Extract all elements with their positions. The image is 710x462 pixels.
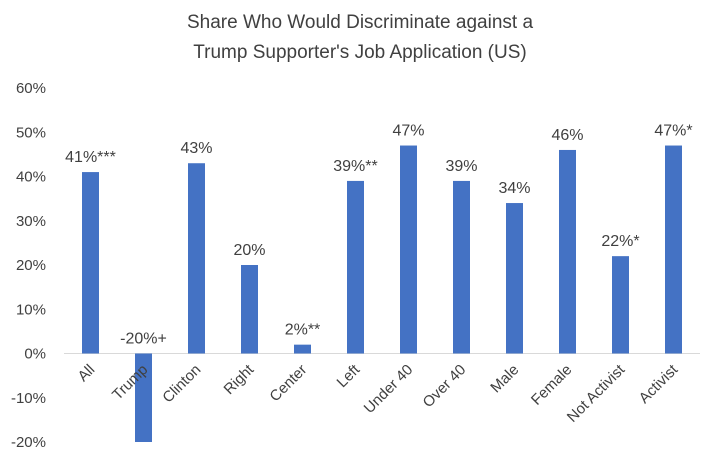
- data-label: 22%*: [601, 233, 639, 250]
- bar: [241, 265, 258, 354]
- bar: [506, 203, 523, 354]
- data-labels: 41%*** -20%+ 43% 20% 2%** 39%** 47% 39% 34% 46% 22…: [65, 123, 692, 348]
- category-label: Not Activist: [564, 361, 629, 426]
- bar: [82, 172, 99, 354]
- bar: [559, 149, 576, 354]
- data-label: 47%: [392, 123, 424, 140]
- y-tick-label: -10%: [11, 390, 46, 407]
- bar: [135, 353, 152, 442]
- data-label: 34%: [498, 180, 530, 197]
- data-label: 46%: [551, 127, 583, 144]
- data-label: 20%: [233, 242, 265, 259]
- category-label: Male: [487, 361, 522, 396]
- y-tick-label: 30%: [16, 213, 46, 230]
- data-label: -20%+: [120, 331, 167, 348]
- y-axis: 60% 50% 40% 30% 20% 10% 0% -10% -20%: [11, 80, 46, 451]
- y-tick-label: 50%: [16, 124, 46, 141]
- data-label: 2%**: [285, 322, 321, 339]
- y-tick-label: -20%: [11, 434, 46, 451]
- bar: [347, 180, 364, 354]
- category-label: All: [75, 361, 99, 385]
- bar: [400, 145, 417, 354]
- data-label: 39%: [445, 158, 477, 175]
- category-label: Activist: [636, 361, 682, 407]
- category-label: Left: [334, 361, 364, 391]
- y-tick-label: 40%: [16, 169, 46, 186]
- chart-title-line-2: Trump Supporter's Job Application (US): [193, 42, 526, 63]
- bar: [453, 180, 470, 354]
- bar: [665, 145, 682, 354]
- y-tick-label: 20%: [16, 257, 46, 274]
- bar: [294, 344, 311, 354]
- y-tick-label: 10%: [16, 301, 46, 318]
- category-label: Center: [266, 361, 310, 405]
- data-label: 43%: [180, 140, 212, 157]
- chart-title-line-1: Share Who Would Discriminate against a: [187, 12, 533, 33]
- bar: [188, 163, 205, 354]
- y-tick-label: 60%: [16, 80, 46, 97]
- data-label: 41%***: [65, 149, 116, 166]
- data-label: 47%*: [654, 123, 692, 140]
- data-label: 39%**: [333, 158, 377, 175]
- bar: [612, 256, 629, 354]
- category-label: Female: [528, 361, 575, 408]
- category-label: Clinton: [159, 361, 204, 406]
- y-tick-label: 0%: [24, 346, 46, 363]
- category-label: Over 40: [420, 361, 470, 411]
- category-label: Right: [221, 361, 258, 398]
- category-label: Under 40: [361, 361, 417, 417]
- bars: [82, 145, 682, 442]
